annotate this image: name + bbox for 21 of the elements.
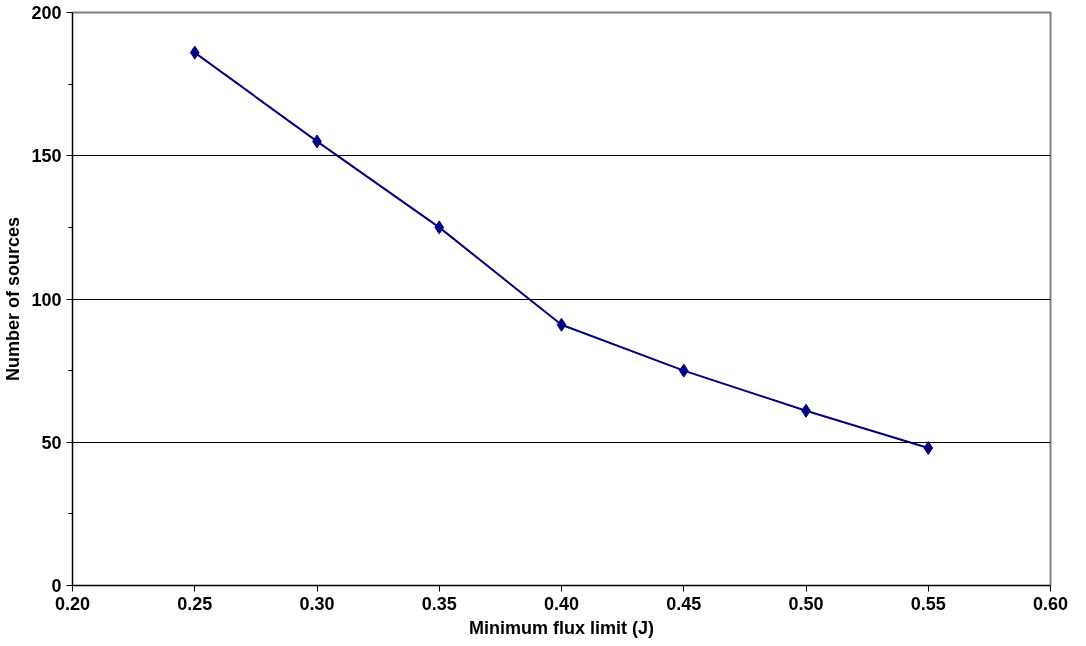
y-tick-label: 100 bbox=[31, 289, 62, 310]
point bbox=[434, 220, 445, 235]
x-tick-label: 0.60 bbox=[1032, 593, 1069, 614]
point bbox=[678, 363, 689, 378]
x-axis-title: Minimum flux limit (J) bbox=[469, 617, 655, 638]
x-tick-label: 0.50 bbox=[788, 593, 824, 614]
x-tick-label: 0.45 bbox=[666, 593, 702, 614]
x-tick-label: 0.30 bbox=[299, 593, 335, 614]
point bbox=[923, 440, 934, 455]
x-tick-label: 0.20 bbox=[54, 593, 91, 614]
point bbox=[189, 45, 200, 60]
x-tick-label: 0.35 bbox=[421, 593, 457, 614]
x-tick-label: 0.25 bbox=[177, 593, 213, 614]
y-tick-label: 200 bbox=[31, 3, 62, 23]
y-axis-title: Number of sources bbox=[3, 216, 24, 382]
x-tick-label: 0.40 bbox=[543, 593, 580, 614]
point bbox=[556, 317, 567, 332]
y-tick-label: 150 bbox=[31, 146, 62, 167]
y-tick-label: 0 bbox=[51, 576, 62, 596]
x-tick-label: 0.55 bbox=[910, 593, 946, 614]
y-tick-label: 50 bbox=[41, 432, 62, 453]
